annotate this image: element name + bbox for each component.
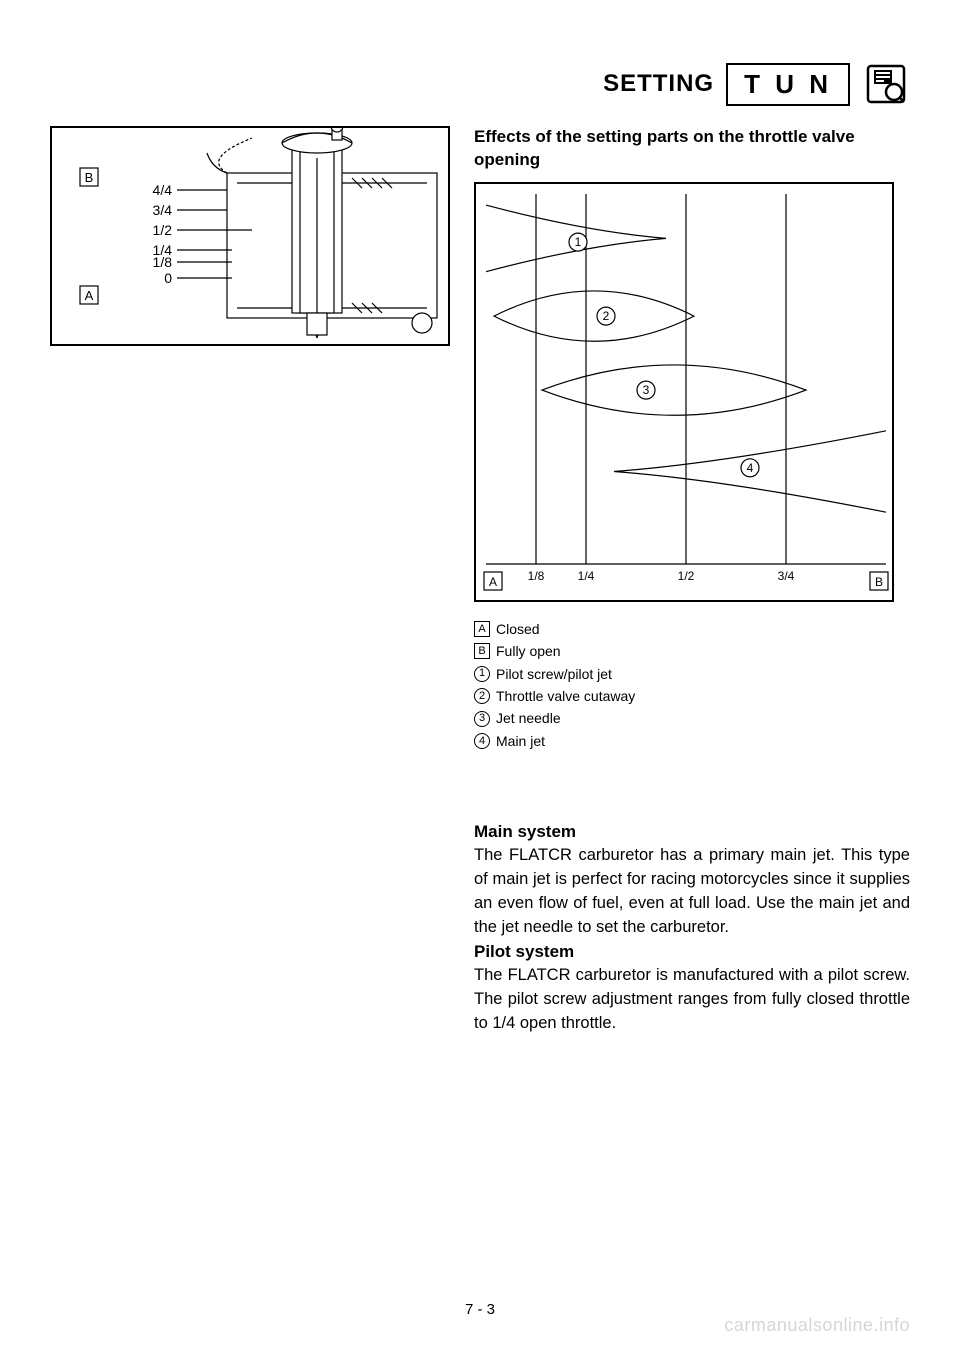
legend-3: 3 Jet needle [474,707,910,729]
header-tun-box: T U N [726,63,850,106]
svg-text:1: 1 [575,235,582,249]
effects-chart: 1/8 1/4 1/2 3/4 1 2 3 4 A B [474,182,894,602]
svg-text:A: A [489,575,497,589]
svg-text:2: 2 [603,309,610,323]
legend-3-text: Jet needle [496,707,561,729]
legend-2-circle: 2 [474,688,490,704]
legend-1-text: Pilot screw/pilot jet [496,663,612,685]
diagram-scale-0: 0 [164,270,172,286]
diagram-scale-12: 1/2 [153,222,173,238]
legend-2: 2 Throttle valve cutaway [474,685,910,707]
legend-a-text: Closed [496,618,540,640]
diagram-label-a: A [85,288,94,303]
svg-text:1/4: 1/4 [578,569,595,583]
legend-b-box: B [474,643,490,659]
throttle-crosssection-diagram: B A 4/4 3/4 1/2 1/4 1/8 0 [50,126,450,346]
legend-2-text: Throttle valve cutaway [496,685,635,707]
main-system-title: Main system [474,822,910,842]
legend-4-text: Main jet [496,730,545,752]
legend-b: B Fully open [474,640,910,662]
page-number: 7 - 3 [465,1301,495,1318]
effects-title: Effects of the setting parts on the thro… [474,126,910,172]
svg-text:3: 3 [643,383,650,397]
diagram-label-b: B [85,170,94,185]
pilot-system-title: Pilot system [474,942,910,962]
pilot-system-text: The FLATCR carburetor is manufactured wi… [474,964,910,1036]
svg-text:3/4: 3/4 [778,569,795,583]
watermark: carmanualsonline.info [724,1315,910,1336]
diagram-scale-44: 4/4 [153,182,173,198]
legend-a-box: A [474,621,490,637]
legend: A Closed B Fully open 1 Pilot screw/pilo… [474,618,910,752]
legend-b-text: Fully open [496,640,561,662]
header-setting-label: SETTING [603,70,714,98]
svg-text:1/2: 1/2 [678,569,695,583]
svg-text:B: B [875,575,883,589]
legend-1-circle: 1 [474,666,490,682]
svg-text:4: 4 [747,461,754,475]
diagram-scale-18: 1/8 [153,254,173,270]
legend-1: 1 Pilot screw/pilot jet [474,663,910,685]
legend-a: A Closed [474,618,910,640]
legend-4: 4 Main jet [474,730,910,752]
legend-4-circle: 4 [474,733,490,749]
page-header: SETTING T U N [50,60,910,108]
diagram-scale-34: 3/4 [153,202,173,218]
legend-3-circle: 3 [474,711,490,727]
manual-icon [862,60,910,108]
svg-text:1/8: 1/8 [528,569,545,583]
main-system-text: The FLATCR carburetor has a primary main… [474,844,910,940]
